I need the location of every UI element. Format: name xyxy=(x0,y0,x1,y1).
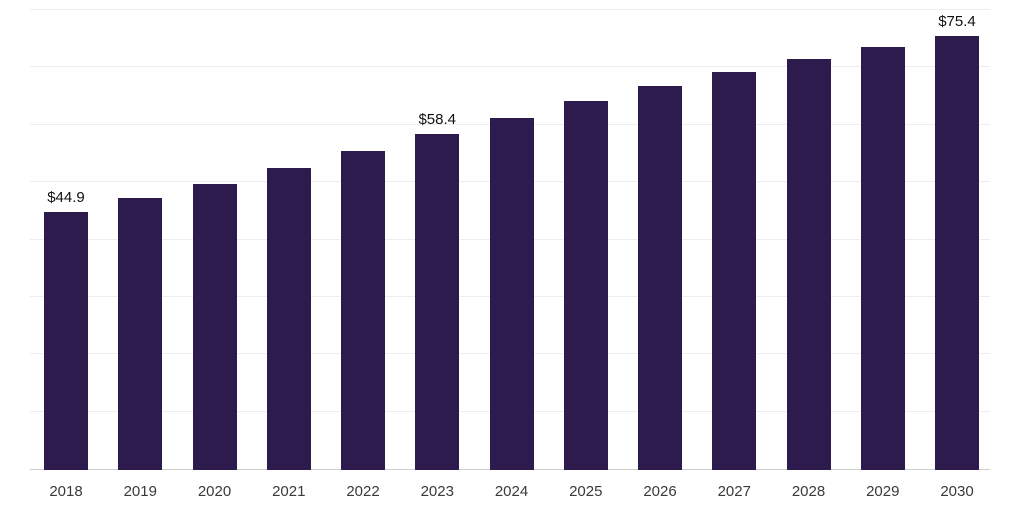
bar xyxy=(415,134,460,470)
x-tick-label: 2020 xyxy=(197,483,232,500)
bar-column: 2019 xyxy=(118,10,163,500)
x-tick-label: 2027 xyxy=(717,483,751,500)
gridline xyxy=(30,66,990,68)
x-tick-label: 2028 xyxy=(791,483,826,500)
bar xyxy=(638,86,682,470)
bar xyxy=(341,151,385,470)
x-tick-label: 2019 xyxy=(123,483,157,500)
x-tick-label: 2026 xyxy=(643,483,677,500)
bar xyxy=(860,47,905,470)
bar xyxy=(44,211,88,470)
bar xyxy=(192,183,237,470)
bars: $44.9 2018 2019 2020 2021 2022 $58.4 2023 2024 20… xyxy=(44,10,979,500)
bar-column: $75.4 2030 xyxy=(935,10,979,500)
bar xyxy=(712,72,757,470)
x-tick-label: 2024 xyxy=(494,483,529,500)
bar xyxy=(935,36,979,470)
bar-column: $44.9 2018 xyxy=(44,10,88,500)
bar xyxy=(118,198,163,470)
bar-column: 2026 xyxy=(638,10,682,500)
gridline xyxy=(30,9,990,10)
bar-column: 2020 xyxy=(192,10,237,500)
bar-column: 2021 xyxy=(266,10,311,500)
x-tick-label: 2029 xyxy=(866,483,900,500)
bar-column: $58.4 2023 xyxy=(415,10,460,500)
bar xyxy=(489,118,534,470)
x-tick-label: 2022 xyxy=(346,483,380,500)
bar xyxy=(786,59,831,470)
bar-column: 2029 xyxy=(860,10,905,500)
x-tick-label: 2018 xyxy=(49,483,83,500)
bar-column: 2027 xyxy=(712,10,757,500)
x-tick-label: 2023 xyxy=(420,483,454,500)
bar-column: 2022 xyxy=(341,10,385,500)
bar xyxy=(563,100,608,470)
x-tick-label: 2021 xyxy=(272,483,306,500)
bar-column: 2028 xyxy=(786,10,831,500)
x-tick-label: 2025 xyxy=(569,483,603,500)
bar-value-label: $58.4 xyxy=(418,111,457,129)
bar-value-label: $75.4 xyxy=(938,13,976,31)
bar-column: 2024 xyxy=(489,10,534,500)
bar-value-label: $44.9 xyxy=(47,188,85,206)
bar xyxy=(266,167,311,470)
x-tick-label: 2030 xyxy=(940,483,974,500)
bar-column: 2025 xyxy=(563,10,608,500)
